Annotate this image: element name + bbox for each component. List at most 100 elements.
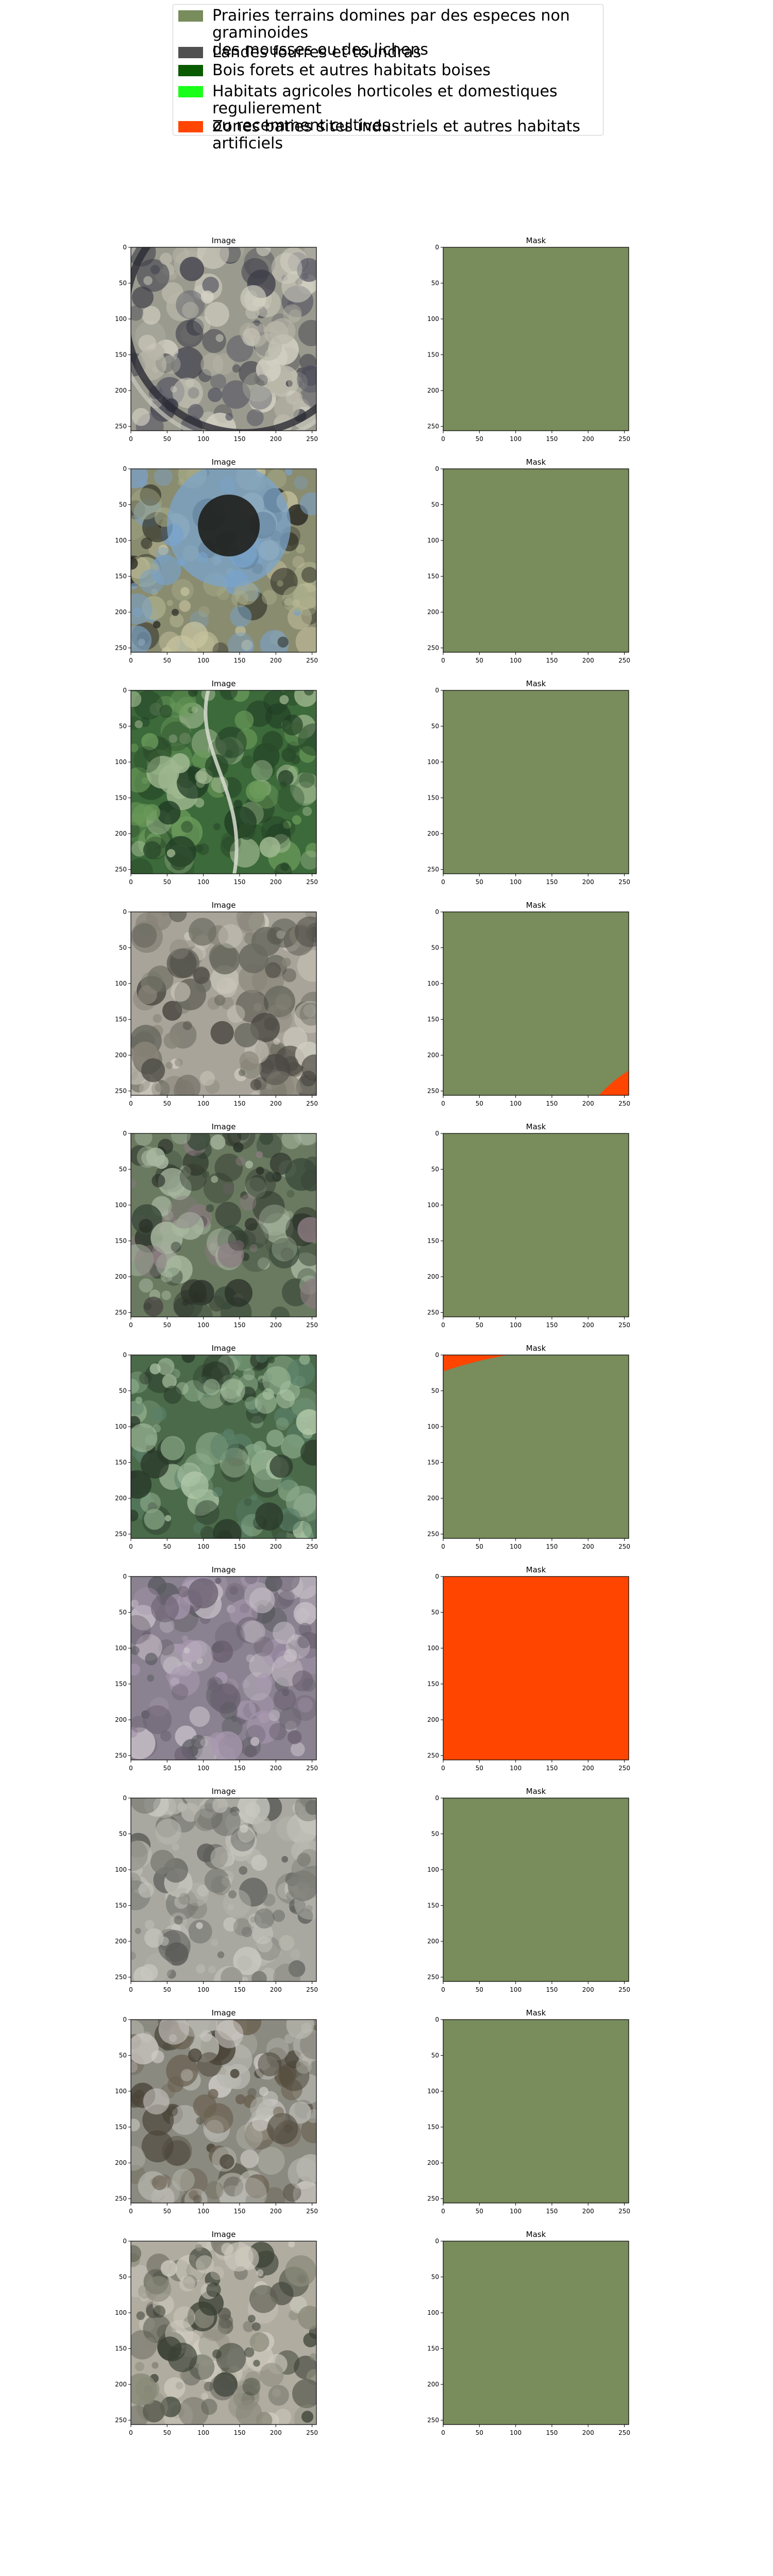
mask-fill [443, 1133, 629, 1317]
x-tick-label: 200 [270, 1321, 282, 1329]
legend-swatch [178, 86, 203, 97]
panel-frame [130, 1354, 317, 1539]
y-tick-label: 0 [123, 687, 127, 694]
legend-label: Landes fourres et toundras [212, 43, 422, 61]
y-tick-label: 250 [115, 2417, 127, 2424]
x-tick-label: 200 [582, 1100, 594, 1107]
x-tick-label: 200 [270, 1765, 282, 1772]
mask-fill [443, 1798, 629, 1981]
y-tick-label: 0 [435, 465, 439, 472]
y-tick-label: 0 [435, 1573, 439, 1580]
y-tick-label: 250 [427, 645, 439, 652]
y-tick-label: 100 [427, 980, 439, 987]
panel-title: Mask [526, 901, 546, 910]
x-tick-label: 250 [306, 657, 318, 664]
x-tick-label: 100 [510, 657, 522, 664]
x-tick-label: 50 [476, 1543, 483, 1550]
panel-frame [443, 690, 629, 874]
legend-item: Zones baties sites industriels et autres… [178, 118, 603, 152]
panel-title: Image [212, 901, 236, 910]
segmentation-mask [443, 1355, 629, 1538]
panel-title: Mask [526, 1122, 546, 1131]
legend-label: Habitats agricoles horticoles et domesti… [212, 82, 558, 134]
x-tick-label: 100 [197, 878, 209, 886]
panel-title: Mask [526, 1565, 546, 1574]
y-tick-label: 200 [427, 1716, 439, 1723]
x-tick-label: 250 [618, 1543, 630, 1550]
panel-title: Mask [526, 679, 546, 688]
x-tick-label: 0 [441, 878, 445, 886]
x-tick-label: 200 [270, 1543, 282, 1550]
y-tick-label: 0 [123, 1573, 127, 1580]
y-tick-label: 150 [427, 1681, 439, 1688]
x-tick-label: 150 [233, 2208, 245, 2215]
y-tick-label: 250 [427, 866, 439, 873]
x-tick-label: 250 [618, 2429, 630, 2436]
y-tick-label: 50 [119, 2274, 127, 2281]
y-tick-label: 0 [435, 1351, 439, 1359]
legend-swatch [178, 10, 203, 22]
x-tick-label: 0 [129, 1100, 133, 1107]
y-tick-label: 50 [119, 944, 127, 952]
x-tick-label: 150 [233, 1543, 245, 1550]
aerial-image [131, 1798, 316, 1981]
x-tick-label: 250 [306, 2208, 318, 2215]
x-tick-label: 200 [270, 878, 282, 886]
y-tick-label: 100 [427, 758, 439, 766]
panel-frame [443, 2019, 629, 2204]
y-tick-label: 150 [427, 794, 439, 802]
x-tick-label: 0 [129, 1543, 133, 1550]
x-tick-label: 100 [197, 657, 209, 664]
y-tick-label: 200 [115, 1273, 127, 1280]
aerial-image [131, 912, 316, 1095]
panel-title: Image [212, 2230, 236, 2239]
x-tick-label: 100 [510, 2429, 522, 2436]
x-tick-label: 100 [510, 1765, 522, 1772]
x-tick-label: 0 [129, 657, 133, 664]
y-tick-label: 150 [427, 1238, 439, 1245]
x-tick-label: 200 [582, 2429, 594, 2436]
x-tick-label: 200 [270, 1100, 282, 1107]
panel-frame [130, 468, 317, 653]
y-tick-label: 200 [427, 387, 439, 394]
y-tick-label: 200 [115, 2159, 127, 2166]
x-tick-label: 200 [582, 657, 594, 664]
panel-title: Mask [526, 2230, 546, 2239]
panel-frame [443, 468, 629, 653]
legend-swatch [178, 47, 203, 58]
panel-frame [130, 911, 317, 1096]
x-tick-label: 50 [163, 1986, 171, 1993]
y-tick-label: 150 [115, 1902, 127, 1909]
panel-title: Image [212, 457, 236, 467]
x-tick-label: 200 [582, 2208, 594, 2215]
x-tick-label: 100 [510, 1100, 522, 1107]
x-tick-label: 150 [546, 1543, 558, 1550]
panel-frame [443, 1354, 629, 1539]
y-tick-label: 250 [427, 2417, 439, 2424]
y-tick-label: 200 [427, 1495, 439, 1502]
panel-title: Image [212, 1787, 236, 1796]
legend-item: Landes fourres et toundras [178, 44, 421, 61]
mask-overlay-region [599, 1071, 629, 1095]
x-tick-label: 100 [510, 1543, 522, 1550]
y-tick-label: 100 [427, 1201, 439, 1209]
panel-title: Image [212, 1344, 236, 1353]
x-tick-label: 50 [163, 2208, 171, 2215]
aerial-image [131, 1133, 316, 1317]
x-tick-label: 100 [197, 435, 209, 443]
x-tick-label: 200 [270, 657, 282, 664]
y-tick-label: 250 [115, 423, 127, 430]
x-tick-label: 0 [129, 878, 133, 886]
x-tick-label: 50 [163, 1765, 171, 1772]
panel-title: Image [212, 236, 236, 245]
x-tick-label: 250 [306, 2429, 318, 2436]
x-tick-label: 150 [233, 878, 245, 886]
y-tick-label: 100 [115, 1423, 127, 1430]
panel-title: Image [212, 679, 236, 688]
y-tick-label: 100 [115, 758, 127, 766]
legend-item: Habitats agricoles horticoles et domesti… [178, 83, 603, 134]
y-tick-label: 150 [115, 2345, 127, 2352]
x-tick-label: 200 [582, 435, 594, 443]
y-tick-label: 200 [427, 2159, 439, 2166]
